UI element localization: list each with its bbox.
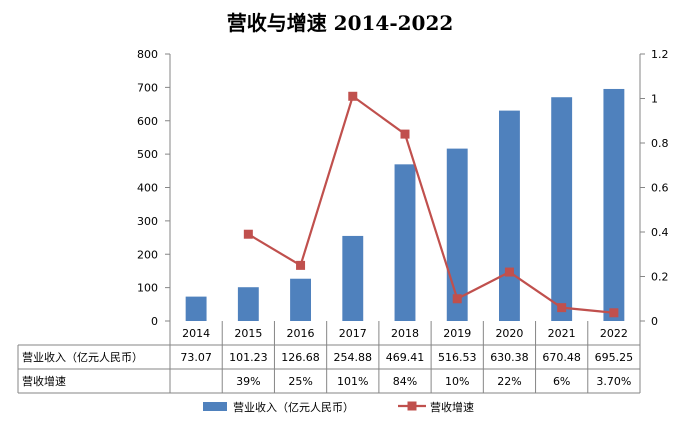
left-axis-tick-label: 600 bbox=[137, 115, 158, 128]
revenue-bar bbox=[499, 110, 520, 321]
table-cell: 73.07 bbox=[180, 351, 212, 364]
x-axis-category-label: 2022 bbox=[600, 327, 628, 340]
table-cell: 516.53 bbox=[438, 351, 477, 364]
revenue-bar bbox=[185, 296, 207, 321]
right-axis-tick-label: 0.8 bbox=[651, 137, 669, 150]
table-cell: 101% bbox=[337, 375, 368, 388]
growth-marker bbox=[243, 229, 253, 239]
left-axis-tick-label: 200 bbox=[137, 248, 158, 261]
revenue-bar bbox=[237, 287, 259, 321]
growth-marker bbox=[557, 303, 567, 313]
table-cell: 630.38 bbox=[490, 351, 529, 364]
left-axis-tick-label: 800 bbox=[137, 48, 158, 61]
growth-marker bbox=[296, 260, 306, 270]
right-axis-tick-label: 0.6 bbox=[651, 182, 669, 195]
table-cell: 695.25 bbox=[595, 351, 634, 364]
right-axis-tick-label: 0.2 bbox=[651, 271, 669, 284]
right-axis-tick-label: 0.4 bbox=[651, 226, 669, 239]
legend-marker-growth bbox=[407, 401, 417, 411]
table-cell: 101.23 bbox=[229, 351, 268, 364]
table-cell: 39% bbox=[236, 375, 260, 388]
revenue-bar bbox=[551, 97, 573, 322]
growth-marker bbox=[452, 294, 462, 304]
table-row-label: 营业收入（亿元人民币） bbox=[22, 350, 143, 364]
legend-label-growth: 营收增速 bbox=[430, 400, 474, 414]
right-axis-tick-label: 1.2 bbox=[651, 48, 669, 61]
table-cell: 469.41 bbox=[386, 351, 425, 364]
x-axis-category-label: 2018 bbox=[391, 327, 419, 340]
left-axis-tick-label: 0 bbox=[151, 315, 158, 328]
chart-title: 营收与增速 2014-2022 bbox=[227, 11, 454, 35]
x-axis-category-label: 2020 bbox=[495, 327, 523, 340]
growth-marker bbox=[348, 91, 358, 101]
x-axis-category-label: 2021 bbox=[548, 327, 576, 340]
table-cell: 3.70% bbox=[596, 375, 631, 388]
table-cell: 670.48 bbox=[542, 351, 581, 364]
growth-marker bbox=[400, 129, 410, 139]
table-cell: 84% bbox=[393, 375, 417, 388]
table-cell: 25% bbox=[288, 375, 312, 388]
x-axis-category-label: 2016 bbox=[287, 327, 315, 340]
revenue-bar bbox=[603, 88, 625, 321]
x-axis-category-label: 2017 bbox=[339, 327, 367, 340]
left-axis-tick-label: 500 bbox=[137, 148, 158, 161]
left-axis-tick-label: 400 bbox=[137, 182, 158, 195]
table-cell: 10% bbox=[445, 375, 469, 388]
right-axis-tick-label: 1 bbox=[651, 93, 658, 106]
x-axis-category-label: 2019 bbox=[443, 327, 471, 340]
x-axis-category-label: 2014 bbox=[182, 327, 210, 340]
growth-marker bbox=[609, 308, 619, 318]
legend-label-revenue: 营业收入（亿元人民币） bbox=[233, 400, 354, 414]
left-axis-tick-label: 700 bbox=[137, 81, 158, 94]
revenue-bar bbox=[342, 235, 364, 321]
revenue-bar bbox=[446, 148, 468, 321]
table-cell: 126.68 bbox=[281, 351, 320, 364]
table-cell: 254.88 bbox=[334, 351, 373, 364]
growth-marker bbox=[504, 267, 514, 277]
table-cell: 22% bbox=[497, 375, 521, 388]
right-axis-tick-label: 0 bbox=[651, 315, 658, 328]
growth-line bbox=[247, 94, 614, 314]
table-row-label: 营收增速 bbox=[22, 374, 66, 388]
left-axis-tick-label: 300 bbox=[137, 215, 158, 228]
legend-swatch-revenue bbox=[203, 402, 227, 411]
revenue-bar bbox=[290, 278, 311, 321]
x-axis-category-label: 2015 bbox=[234, 327, 262, 340]
left-axis-tick-label: 100 bbox=[137, 282, 158, 295]
table-cell: 6% bbox=[553, 375, 570, 388]
revenue-bar bbox=[394, 164, 416, 321]
